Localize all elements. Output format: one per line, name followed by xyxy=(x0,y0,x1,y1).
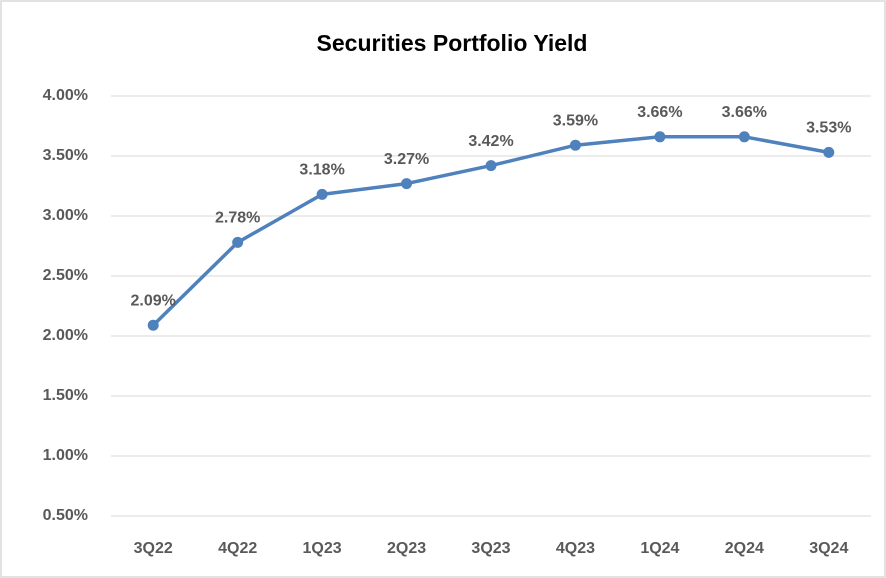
data-label: 3.27% xyxy=(384,151,429,168)
y-tick-label: 1.00% xyxy=(43,447,88,464)
x-tick-label: 2Q23 xyxy=(387,540,426,557)
chart-title: Securities Portfolio Yield xyxy=(317,30,588,56)
data-label: 3.18% xyxy=(299,162,344,179)
data-label: 3.53% xyxy=(806,120,851,137)
data-label: 3.59% xyxy=(553,112,598,129)
data-point xyxy=(147,319,159,331)
data-point xyxy=(485,160,497,172)
y-tick-label: 3.00% xyxy=(43,207,88,224)
data-label: 3.66% xyxy=(637,104,682,121)
x-tick-label: 4Q23 xyxy=(556,540,595,557)
data-point xyxy=(401,178,413,190)
data-point xyxy=(316,188,328,200)
data-point xyxy=(232,236,244,248)
data-label: 2.09% xyxy=(131,292,176,309)
data-label: 2.78% xyxy=(215,210,260,227)
x-tick-label: 3Q23 xyxy=(471,540,510,557)
y-tick-label: 0.50% xyxy=(43,507,88,524)
y-tick-label: 2.50% xyxy=(43,267,88,284)
y-tick-label: 3.50% xyxy=(43,147,88,164)
x-tick-label: 4Q22 xyxy=(218,540,257,557)
y-tick-label: 1.50% xyxy=(43,387,88,404)
x-tick-label: 2Q24 xyxy=(725,540,764,557)
data-point xyxy=(654,131,666,143)
data-label: 3.42% xyxy=(468,133,513,150)
x-tick-label: 1Q24 xyxy=(640,540,679,557)
data-point xyxy=(569,139,581,151)
x-tick-label: 3Q22 xyxy=(134,540,173,557)
y-tick-label: 2.00% xyxy=(43,327,88,344)
y-tick-label: 4.00% xyxy=(43,87,88,104)
x-tick-label: 3Q24 xyxy=(809,540,848,557)
data-point xyxy=(738,131,750,143)
x-tick-label: 1Q23 xyxy=(303,540,342,557)
data-label: 3.66% xyxy=(722,104,767,121)
data-point xyxy=(823,146,835,158)
